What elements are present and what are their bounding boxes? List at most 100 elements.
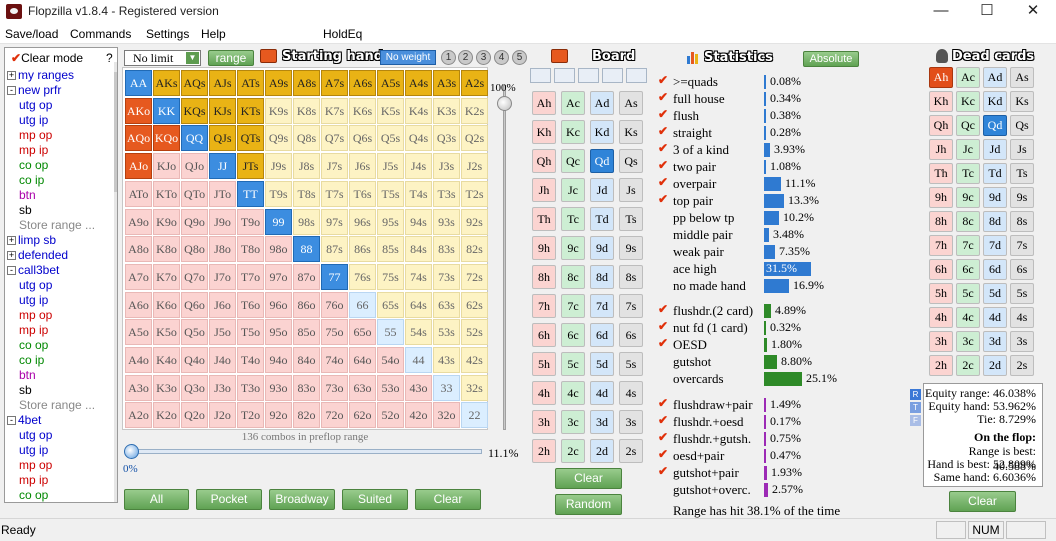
dead-card-3c[interactable]: 3c	[956, 331, 980, 352]
hand-cell-jj[interactable]: JJ	[209, 153, 236, 180]
dead-card-7h[interactable]: 7h	[929, 235, 953, 256]
dead-card-9c[interactable]: 9c	[956, 187, 980, 208]
board-card-2c[interactable]: 2c	[561, 439, 585, 463]
dead-card-qs[interactable]: Qs	[1010, 115, 1034, 136]
dead-card-3h[interactable]: 3h	[929, 331, 953, 352]
hand-cell-a6o[interactable]: A6o	[125, 291, 152, 318]
minimize-button[interactable]: —	[933, 2, 949, 19]
hand-cell-52s[interactable]: 52s	[461, 319, 488, 346]
dead-card-2s[interactable]: 2s	[1010, 355, 1034, 376]
tree-item[interactable]: btn	[19, 368, 36, 383]
hand-cell-kk[interactable]: KK	[153, 97, 180, 124]
hand-cell-k6o[interactable]: K6o	[153, 291, 180, 318]
dead-card-6d[interactable]: 6d	[983, 259, 1007, 280]
hand-cell-a4o[interactable]: A4o	[125, 347, 152, 373]
tree-item[interactable]: co op	[19, 488, 48, 502]
tree-item[interactable]: Store range ...	[19, 398, 95, 413]
board-card-8c[interactable]: 8c	[561, 265, 585, 289]
hand-cell-qjs[interactable]: QJs	[209, 125, 236, 152]
hand-cell-93o[interactable]: 93o	[265, 374, 292, 401]
hand-cell-86o[interactable]: 86o	[293, 291, 320, 318]
dead-card-qh[interactable]: Qh	[929, 115, 953, 136]
hand-cell-q2o[interactable]: Q2o	[181, 402, 208, 429]
hand-cell-a8s[interactable]: A8s	[293, 70, 320, 96]
weight-button-5[interactable]: 5	[512, 50, 527, 65]
dead-card-kd[interactable]: Kd	[983, 91, 1007, 112]
board-card-5h[interactable]: 5h	[532, 352, 556, 376]
dead-card-ks[interactable]: Ks	[1010, 91, 1034, 112]
hand-cell-t2o[interactable]: T2o	[237, 402, 264, 429]
hand-cell-42s[interactable]: 42s	[461, 347, 488, 373]
tree-item[interactable]: mp op	[19, 458, 52, 473]
hand-cell-94o[interactable]: 94o	[265, 347, 292, 373]
menu-save-load[interactable]: Save/load	[5, 27, 59, 41]
check-icon[interactable]: ✔	[658, 73, 669, 87]
no-weight-button[interactable]: No weight	[380, 50, 436, 65]
dead-card-3s[interactable]: 3s	[1010, 331, 1034, 352]
hand-cell-jts[interactable]: JTs	[237, 153, 264, 180]
check-icon[interactable]: ✔	[658, 396, 669, 410]
hand-cell-82o[interactable]: 82o	[293, 402, 320, 429]
dead-card-jh[interactable]: Jh	[929, 139, 953, 160]
board-card-5s[interactable]: 5s	[619, 352, 643, 376]
board-card-kc[interactable]: Kc	[561, 120, 585, 144]
menu-help[interactable]: Help	[201, 27, 226, 41]
board-card-3c[interactable]: 3c	[561, 410, 585, 434]
hand-cell-t8o[interactable]: T8o	[237, 236, 264, 263]
board-card-jd[interactable]: Jd	[590, 178, 614, 202]
hand-cell-j9o[interactable]: J9o	[209, 208, 236, 235]
hand-cell-k3o[interactable]: K3o	[153, 374, 180, 401]
tree-scrollbar[interactable]	[114, 62, 117, 502]
hand-cell-ajs[interactable]: AJs	[209, 70, 236, 96]
hand-cell-a9o[interactable]: A9o	[125, 208, 152, 235]
hand-cell-87o[interactable]: 87o	[293, 263, 320, 290]
hand-cell-a3o[interactable]: A3o	[125, 374, 152, 401]
hand-cell-85o[interactable]: 85o	[293, 319, 320, 346]
dead-card-9h[interactable]: 9h	[929, 187, 953, 208]
hand-cell-ato[interactable]: ATo	[125, 180, 152, 207]
hand-cell-ats[interactable]: ATs	[237, 70, 264, 96]
hand-cell-65s[interactable]: 65s	[377, 291, 404, 318]
tree-item[interactable]: utg op	[19, 278, 52, 293]
dead-clear-button[interactable]: Clear	[949, 491, 1016, 512]
dead-card-as[interactable]: As	[1010, 67, 1034, 88]
hand-cell-j4o[interactable]: J4o	[209, 347, 236, 373]
dead-card-8d[interactable]: 8d	[983, 211, 1007, 232]
hand-cell-aa[interactable]: AA	[125, 70, 152, 96]
hand-cell-a7s[interactable]: A7s	[321, 70, 348, 96]
hand-cell-k7o[interactable]: K7o	[153, 263, 180, 290]
hand-cell-43o[interactable]: 43o	[405, 374, 432, 401]
hand-cell-a7o[interactable]: A7o	[125, 263, 152, 290]
dead-card-ah[interactable]: Ah	[929, 67, 953, 88]
hand-cell-tt[interactable]: TT	[237, 180, 264, 207]
hand-cell-j6o[interactable]: J6o	[209, 291, 236, 318]
clear-mode-toggle[interactable]: ✔Clear mode	[11, 51, 84, 65]
hand-cell-kto[interactable]: KTo	[153, 180, 180, 207]
tree-item[interactable]: -4bet	[7, 413, 41, 428]
board-card-as[interactable]: As	[619, 91, 643, 115]
hand-cell-95o[interactable]: 95o	[265, 319, 292, 346]
hand-cell-83s[interactable]: 83s	[433, 236, 460, 263]
hand-cell-74s[interactable]: 74s	[405, 263, 432, 290]
equity-f-button[interactable]: F	[910, 415, 921, 426]
hand-cell-qts[interactable]: QTs	[237, 125, 264, 152]
dead-card-th[interactable]: Th	[929, 163, 953, 184]
hand-cell-k5o[interactable]: K5o	[153, 319, 180, 346]
hand-cell-97s[interactable]: 97s	[321, 208, 348, 235]
hand-cell-64o[interactable]: 64o	[349, 347, 376, 373]
hand-cell-a2o[interactable]: A2o	[125, 402, 152, 429]
hand-cell-ako[interactable]: AKo	[125, 97, 152, 124]
hand-cell-33[interactable]: 33	[433, 374, 460, 401]
hand-cell-53s[interactable]: 53s	[433, 319, 460, 346]
hand-cell-96o[interactable]: 96o	[265, 291, 292, 318]
hand-cell-k9s[interactable]: K9s	[265, 97, 292, 124]
hand-cell-j6s[interactable]: J6s	[349, 153, 376, 180]
board-card-4d[interactable]: 4d	[590, 381, 614, 405]
hand-cell-a2s[interactable]: A2s	[461, 70, 488, 96]
hand-cell-22[interactable]: 22	[461, 402, 488, 429]
hand-cell-q8s[interactable]: Q8s	[293, 125, 320, 152]
board-card-9c[interactable]: 9c	[561, 236, 585, 260]
dead-card-jd[interactable]: Jd	[983, 139, 1007, 160]
hand-cell-j7o[interactable]: J7o	[209, 263, 236, 290]
hand-cell-63o[interactable]: 63o	[349, 374, 376, 401]
